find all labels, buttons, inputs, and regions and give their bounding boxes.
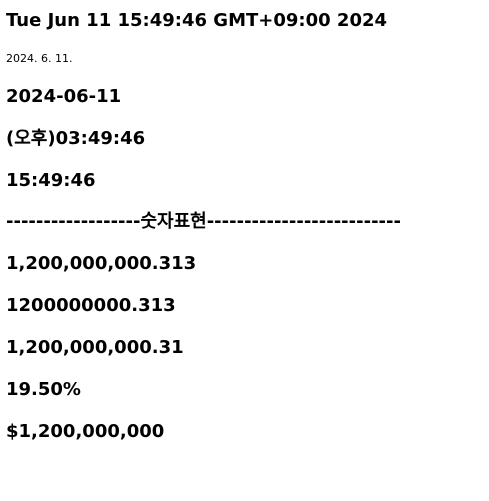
number-grouped-text: 1,200,000,000.313 — [6, 253, 197, 274]
full-date-text: Tue Jun 11 15:49:46 GMT+09:00 2024 — [6, 10, 388, 31]
time-24h-text: 15:49:46 — [6, 170, 96, 191]
locale-date-text: 2024. 6. 11. — [6, 52, 73, 65]
number-two-decimals-text: 1,200,000,000.31 — [6, 337, 184, 358]
section-separator: ------------------숫자표현------------------… — [6, 211, 401, 232]
ampm-time-text: (오후)03:49:46 — [6, 128, 146, 149]
number-plain-text: 1200000000.313 — [6, 295, 176, 316]
currency-text: $1,200,000,000 — [6, 421, 165, 442]
iso-date-text: 2024-06-11 — [6, 86, 122, 107]
percent-text: 19.50% — [6, 379, 81, 400]
